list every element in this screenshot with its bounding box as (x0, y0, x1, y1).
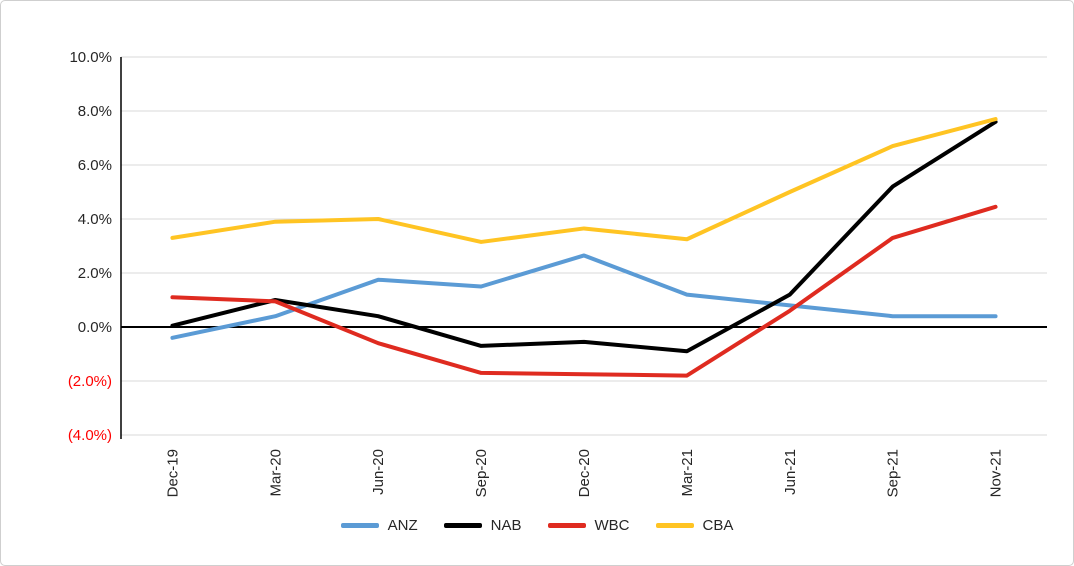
x-axis-tick-label: Dec-19 (164, 449, 181, 497)
y-axis-tick-label: (4.0%) (68, 427, 112, 444)
legend-swatch-cba (655, 522, 694, 528)
legend-item-nab: NAB (443, 516, 522, 534)
x-axis-tick-label: Jun-21 (782, 449, 799, 495)
y-axis-tick-label: 4.0% (78, 211, 112, 228)
x-axis-tick-label: Sep-20 (473, 449, 490, 497)
x-axis-tick-label: Sep-21 (885, 449, 902, 497)
legend-swatch-anz (340, 522, 379, 528)
x-axis-tick-label: Nov-21 (988, 449, 1005, 497)
legend-label-anz: ANZ (387, 516, 418, 534)
legend-item-wbc: WBC (547, 516, 630, 534)
y-axis-tick-label: 8.0% (78, 103, 112, 120)
legend-swatch-nab (443, 522, 482, 528)
series-line-cba (170, 117, 998, 244)
y-axis-tick-label: 0.0% (78, 319, 112, 336)
legend-item-anz: ANZ (340, 516, 418, 534)
legend-label-wbc: WBC (594, 516, 630, 534)
legend-label-cba: CBA (702, 516, 734, 534)
series-line-nab (170, 119, 998, 354)
y-axis-tick-label: (2.0%) (68, 373, 112, 390)
legend-swatch-wbc (547, 522, 586, 528)
legend-label-nab: NAB (490, 516, 522, 534)
y-axis-tick-label: 2.0% (78, 265, 112, 282)
chart-legend: ANZ NAB WBC CBA (1, 505, 1073, 545)
x-axis-tick-label: Mar-20 (267, 449, 284, 497)
series-line-anz (170, 253, 998, 340)
series-line-wbc (170, 204, 998, 378)
x-axis-tick-label: Jun-20 (370, 449, 387, 495)
y-axis-tick-label: 10.0% (69, 49, 112, 66)
x-axis-tick-label: Mar-21 (679, 449, 696, 497)
y-axis-tick-label: 6.0% (78, 157, 112, 174)
legend-item-cba: CBA (655, 516, 734, 534)
chart-svg: (4.0%) (2.0%) 0.0% 2.0% 4.0% 6.0% 8.0% 10.0% Dec… (68, 49, 1047, 497)
x-axis-tick-label: Dec-20 (576, 449, 593, 497)
